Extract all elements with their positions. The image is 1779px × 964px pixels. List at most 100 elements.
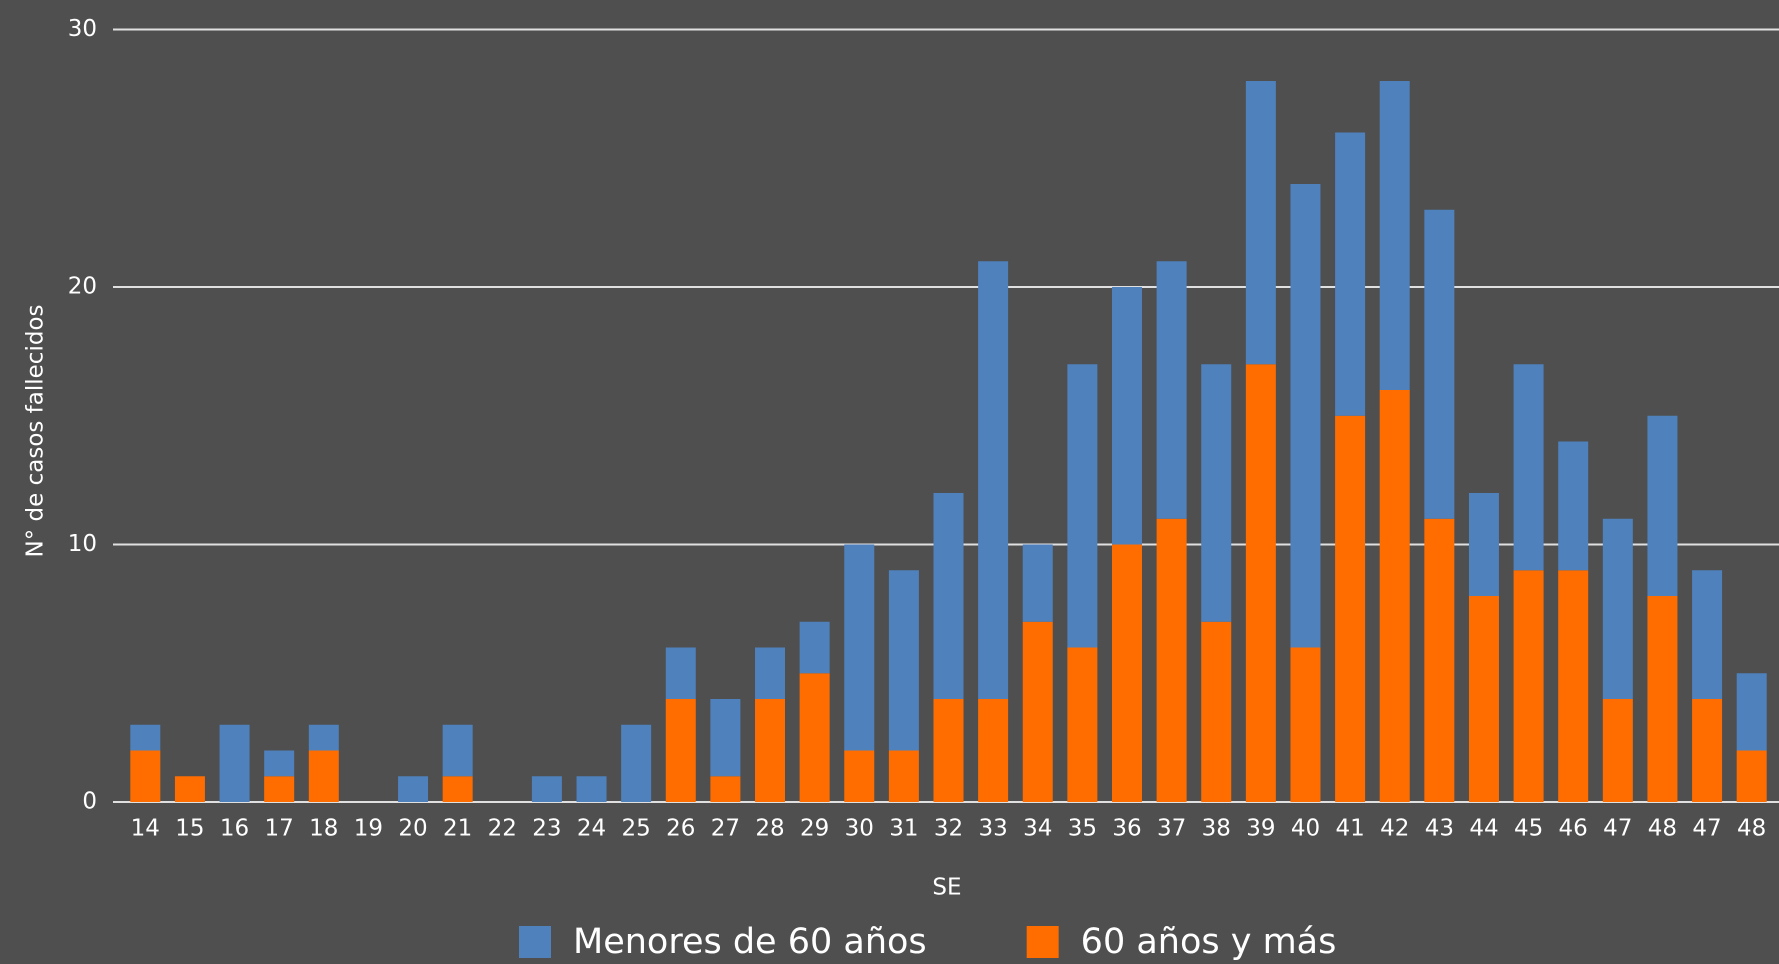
bar-segment [1736,750,1767,802]
bar-segment [1647,596,1678,802]
x-tick-label: 42 [1380,816,1409,842]
bar-segment [264,776,295,802]
x-tick-label: 30 [845,816,874,842]
bar-segment [1513,364,1544,571]
bar-segment [1468,596,1499,802]
bar-segment [1558,570,1589,802]
bar-segment [130,724,161,751]
bar-segment [1111,287,1142,545]
bar-segment [665,647,696,699]
x-tick-label: 32 [934,816,963,842]
x-tick-label: 31 [889,816,918,842]
legend-swatch [1026,926,1059,958]
x-axis-label: SE [932,875,961,901]
bar-segment [1602,518,1633,699]
bar-segment [1290,647,1321,802]
bar-segment [1602,699,1633,802]
x-tick-label: 17 [265,816,294,842]
bar-segment [1379,81,1410,390]
bar-segment [710,776,741,802]
x-tick-label: 34 [1023,816,1052,842]
bar-segment [1022,621,1053,802]
bar-segment [1335,132,1366,416]
bar-segment [888,570,919,751]
bar-segment [398,776,429,802]
bar-segment [888,750,919,802]
x-tick-label: 35 [1068,816,1097,842]
bar-segment [1647,415,1678,596]
x-tick-label: 36 [1112,816,1141,842]
y-axis-label: N° de casos fallecidos [23,305,49,558]
bar-segment [1736,673,1767,751]
bar-segment [978,699,1009,802]
x-tick-label: 37 [1157,816,1186,842]
x-tick-label: 48 [1648,816,1677,842]
bar-segment [264,750,295,777]
x-tick-label: 19 [354,816,383,842]
x-tick-label: 29 [800,816,829,842]
bar-segment [174,776,205,802]
bar-segment [531,776,562,802]
x-tick-label: 27 [711,816,740,842]
bar-segment [799,621,830,674]
y-tick-label: 30 [68,16,97,42]
x-tick-label: 48 [1737,816,1766,842]
bar-segment [1201,364,1232,622]
x-tick-label: 43 [1425,816,1454,842]
bar-segment [1245,81,1276,365]
bar-segment [219,724,250,802]
bar-segment [1558,441,1589,571]
x-tick-label: 25 [622,816,651,842]
x-tick-label: 20 [398,816,427,842]
x-tick-label: 14 [131,816,160,842]
bar-segment [1022,544,1053,622]
bar-segment [1513,570,1544,802]
bar-segment [799,673,830,802]
bar-segment [1692,570,1723,699]
bar-segment [1245,364,1276,802]
bar-segment [1156,518,1187,802]
x-tick-label: 47 [1603,816,1632,842]
legend-label: Menores de 60 años [573,922,927,962]
x-tick-label: 23 [532,816,561,842]
bar-segment [1335,415,1366,802]
bar-segment [1201,621,1232,802]
bar-segment [665,699,696,802]
bar-segment [1067,647,1098,802]
bar-segment [442,724,473,777]
bar-segment [844,750,875,802]
x-tick-label: 47 [1692,816,1721,842]
bar-segment [1111,544,1142,802]
x-tick-label: 22 [488,816,517,842]
bar-segment [308,724,339,751]
bar-segment [1156,261,1187,519]
bar-segment [978,261,1009,699]
x-tick-label: 28 [755,816,784,842]
legend-swatch [519,926,551,958]
x-tick-label: 26 [666,816,695,842]
bar-segment [442,776,473,802]
bar-segment [576,776,607,802]
bar-segment [1692,699,1723,802]
bar-segment [1290,184,1321,648]
bar-segment [933,493,964,699]
bar-segment [1468,493,1499,596]
x-tick-label: 44 [1469,816,1498,842]
bar-segment [755,647,786,699]
bar-segment [1067,364,1098,648]
x-tick-label: 18 [309,816,338,842]
bar-segment [308,750,339,802]
x-tick-label: 24 [577,816,606,842]
x-tick-label: 40 [1291,816,1320,842]
bar-segment [621,724,652,802]
bar-segment [1424,209,1455,519]
y-tick-label: 10 [68,531,97,557]
bar-segment [1424,518,1455,802]
x-tick-label: 45 [1514,816,1543,842]
legend-label: 60 años y más [1081,922,1337,962]
x-tick-label: 41 [1335,816,1364,842]
bar-segment [933,699,964,802]
x-tick-label: 16 [220,816,249,842]
